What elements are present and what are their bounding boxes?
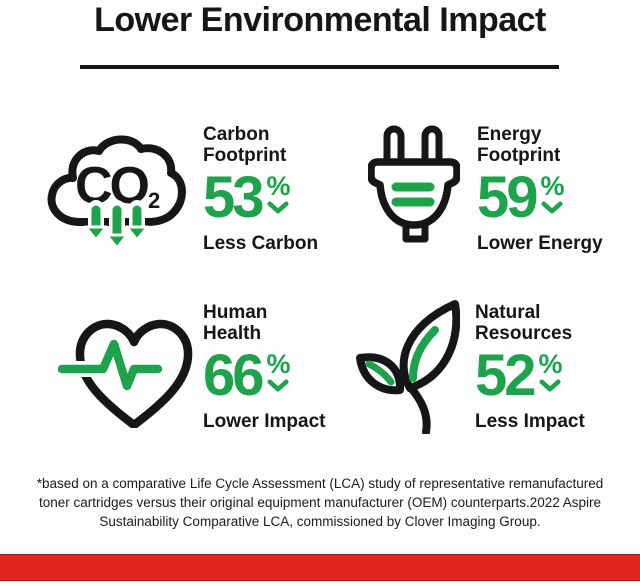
footnote: *based on a comparative Life Cycle Asses… (0, 474, 640, 531)
metric-label: Human Health (203, 302, 268, 344)
down-arrows (84, 200, 149, 250)
plant-leaves-icon (355, 296, 460, 434)
metric-sublabel: Lower Energy (477, 233, 603, 254)
co2-cloud-icon: CO 2 (44, 126, 192, 252)
metric-sublabel: Lower Impact (203, 411, 326, 432)
footnote-line: toner cartridges versus their original e… (38, 495, 602, 510)
metric-value: 53 (203, 165, 264, 230)
chevron-down-icon (267, 379, 289, 392)
percent-sign: % (266, 349, 291, 379)
metric-label: Energy Footprint (477, 124, 561, 166)
heart-pulse-icon (58, 310, 194, 428)
percent-sign: % (540, 171, 565, 201)
metric-value: 59 (477, 165, 538, 230)
footnote-line: *based on a comparative Life Cycle Asses… (36, 476, 604, 491)
metric-value-row: 53 % (203, 165, 371, 230)
chevron-down-icon (539, 379, 561, 392)
chevron-down-icon (541, 201, 563, 214)
title-divider (80, 65, 559, 69)
svg-text:2: 2 (148, 188, 160, 213)
footnote-line: Sustainability Comparative LCA, commissi… (99, 514, 541, 529)
brand-color-bar (0, 554, 640, 581)
metric-sublabel: Less Carbon (203, 233, 319, 254)
metric-value: 52 (475, 343, 536, 408)
metric-value-row: 59 % (477, 165, 637, 230)
chevron-down-icon (267, 201, 289, 214)
power-plug-icon (368, 124, 460, 244)
metric-label: Natural Resources (475, 302, 573, 344)
metric-value-row: 52 % (475, 343, 637, 408)
percent-sign: % (538, 349, 563, 379)
metric-label: Carbon Footprint (203, 124, 287, 166)
percent-sign: % (266, 171, 291, 201)
metric-value: 66 (203, 343, 264, 408)
metric-value-row: 66 % (203, 343, 371, 408)
metric-sublabel: Less Impact (475, 411, 585, 432)
page-title: Lower Environmental Impact (94, 1, 546, 39)
